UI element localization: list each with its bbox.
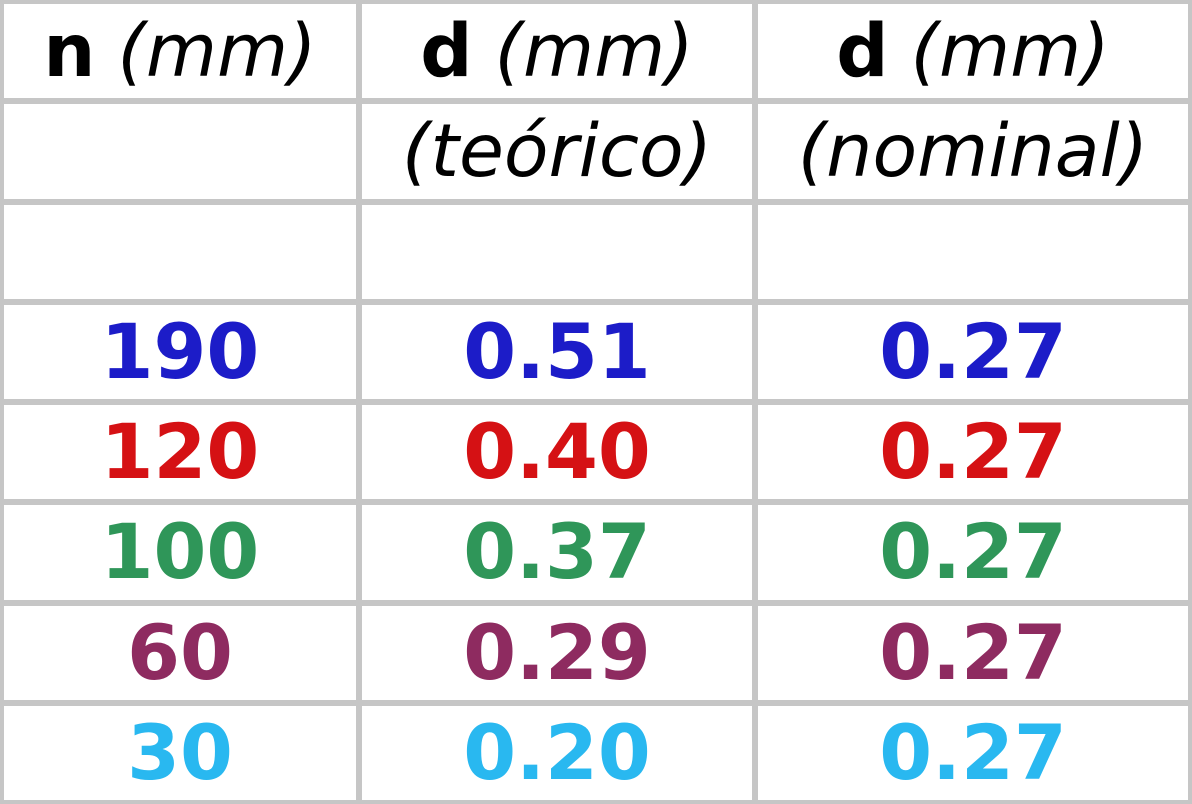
- d-teorico-value-cell: 0.20: [362, 705, 752, 800]
- d-nominal-value-cell: 0.27: [758, 605, 1188, 700]
- n-value-cell: 30: [4, 705, 356, 800]
- spacer-cell: [758, 204, 1188, 299]
- header-cell-d-teorico: d (mm): [362, 4, 752, 99]
- d-teorico-value-cell: 0.40: [362, 405, 752, 500]
- header-cell-n: n (mm): [4, 4, 356, 99]
- spacer-cell: [362, 204, 752, 299]
- header-qualifier-nominal: (nominal): [758, 104, 1188, 199]
- d-teorico-value-cell: 0.51: [362, 304, 752, 399]
- header-symbol-d-teorico: d: [420, 8, 473, 94]
- d-nominal-value-cell: 0.27: [758, 505, 1188, 600]
- header-unit-n: (mm): [117, 8, 317, 94]
- d-nominal-value-cell: 0.27: [758, 405, 1188, 500]
- n-value-cell: 190: [4, 304, 356, 399]
- d-nominal-value-cell: 0.27: [758, 304, 1188, 399]
- n-value-cell: 120: [4, 405, 356, 500]
- header-symbol-n: n: [43, 8, 96, 94]
- d-teorico-value-cell: 0.29: [362, 605, 752, 700]
- header-unit-d-teorico: (mm): [494, 8, 694, 94]
- header-symbol-d-nominal: d: [836, 8, 889, 94]
- header-qualifier-empty: [4, 104, 356, 199]
- d-teorico-value-cell: 0.37: [362, 505, 752, 600]
- n-value-cell: 60: [4, 605, 356, 700]
- header-cell-d-nominal: d (mm): [758, 4, 1188, 99]
- header-qualifier-teorico: (teórico): [362, 104, 752, 199]
- d-nominal-value-cell: 0.27: [758, 705, 1188, 800]
- n-value-cell: 100: [4, 505, 356, 600]
- spacer-cell: [4, 204, 356, 299]
- header-unit-d-nominal: (mm): [910, 8, 1110, 94]
